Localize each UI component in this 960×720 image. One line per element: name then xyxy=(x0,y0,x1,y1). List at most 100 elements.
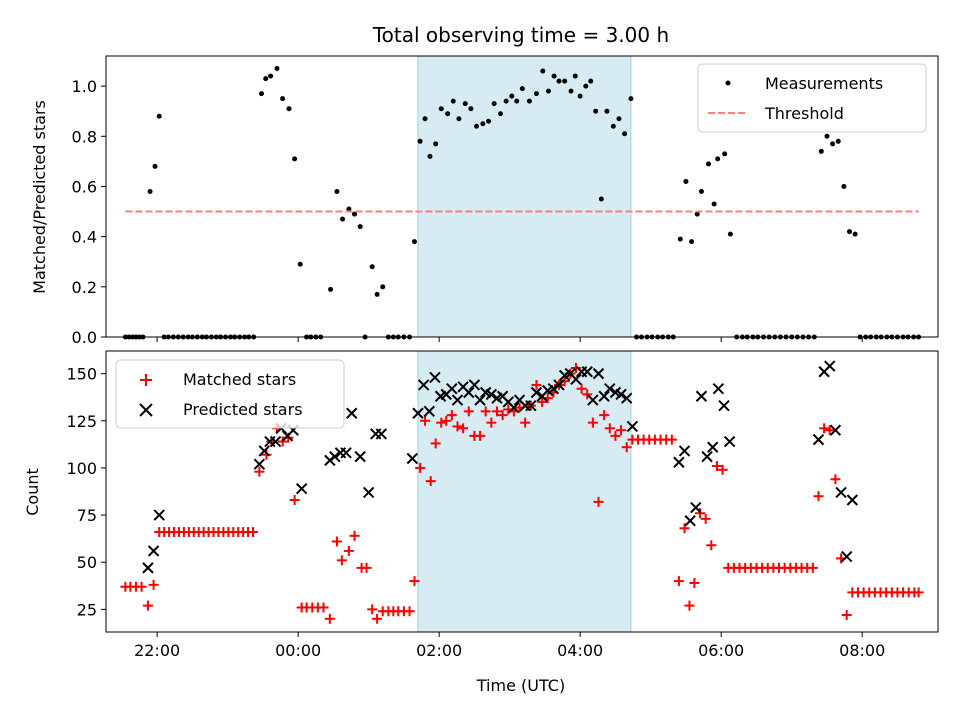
y-tick-label: 125 xyxy=(66,412,97,431)
measurement-point xyxy=(698,188,704,194)
predicted-star-point xyxy=(673,456,685,468)
matched-star-point xyxy=(706,540,717,551)
measurement-point xyxy=(433,141,439,147)
bottom-axes-frame xyxy=(105,350,939,633)
measurement-point xyxy=(545,88,551,94)
measurement-point xyxy=(830,141,836,147)
measurement-point xyxy=(497,111,503,117)
measurement-point xyxy=(572,73,578,79)
predicted-star-point xyxy=(846,494,859,506)
measurement-point xyxy=(438,106,444,112)
predicted-star-point xyxy=(258,445,270,457)
legend-measurements-label: Measurements xyxy=(765,74,883,93)
matched-star-point xyxy=(689,577,700,588)
measurement-point xyxy=(583,83,589,89)
measurement-point xyxy=(622,131,628,137)
matched-star-point xyxy=(486,417,497,428)
x-tick-label: 22:00 xyxy=(134,641,180,660)
x-tick-label: 02:00 xyxy=(416,641,462,660)
matched-star-point xyxy=(475,430,486,441)
measurement-point xyxy=(588,78,594,84)
measurement-point xyxy=(841,183,847,189)
matched-star-point xyxy=(520,417,531,428)
y-tick-label: 1.0 xyxy=(72,77,97,96)
x-tick-label: 06:00 xyxy=(698,641,744,660)
measurement-point xyxy=(380,284,386,290)
predicted-star-point xyxy=(604,383,616,395)
predicted-star-point xyxy=(451,394,464,406)
measurement-point xyxy=(334,188,340,194)
measurement-point xyxy=(491,101,497,107)
matched-star-point xyxy=(261,449,272,460)
measurement-point xyxy=(422,116,428,122)
matched-star-point xyxy=(404,606,415,617)
measurement-point xyxy=(292,156,298,162)
measurement-point xyxy=(824,133,830,139)
top-xticks xyxy=(156,337,863,342)
predicted-star-point xyxy=(485,388,498,401)
matched-star-point xyxy=(679,523,690,534)
legend-predicted-label: Predicted stars xyxy=(183,400,303,419)
predicted-star-point xyxy=(153,509,165,521)
predicted-star-point xyxy=(547,383,560,395)
predicted-star-point xyxy=(707,441,719,453)
measurement-point xyxy=(340,216,346,222)
predicted-star-point xyxy=(723,435,736,448)
matched-star-point xyxy=(343,545,354,556)
panel-bottom: 22:00 00:00 02:00 04:00 06:00 08:00 25 50 75 100… xyxy=(23,350,939,695)
measurement-point xyxy=(568,88,574,94)
measurement-point xyxy=(610,123,616,129)
predicted-star-point xyxy=(840,550,853,563)
predicted-star-point xyxy=(508,401,520,414)
matched-star-point xyxy=(673,576,684,587)
predicted-star-point xyxy=(295,482,308,495)
predicted-star-point xyxy=(592,367,605,380)
legend-matched-marker xyxy=(140,374,152,386)
matched-star-point xyxy=(452,421,463,432)
bottom-predicted-points xyxy=(142,360,859,574)
measurement-point xyxy=(818,148,824,154)
measurement-point xyxy=(705,161,711,167)
bottom-xticks: 22:00 00:00 02:00 04:00 06:00 08:00 xyxy=(134,632,885,660)
predicted-star-point xyxy=(835,486,847,499)
predicted-star-point xyxy=(346,407,358,419)
panel-top: 0.0 0.2 0.4 0.6 0.8 1.0 Matched/Predicted sta… xyxy=(30,55,939,347)
matched-star-point xyxy=(331,536,342,547)
matched-star-point xyxy=(491,406,502,417)
legend-predicted-marker xyxy=(139,403,153,417)
matched-star-point xyxy=(463,406,474,417)
measurement-point xyxy=(297,261,303,267)
matched-star-point xyxy=(289,494,300,505)
top-legend-box xyxy=(697,63,927,133)
matched-star-point xyxy=(604,423,615,434)
matched-star-point xyxy=(148,579,159,590)
measurement-point xyxy=(456,116,462,122)
predicted-star-point xyxy=(417,379,430,391)
matched-star-point xyxy=(582,389,593,400)
predicted-star-point xyxy=(412,407,424,419)
matched-star-point xyxy=(570,362,581,373)
matched-star-point xyxy=(621,442,632,453)
y-tick-label: 50 xyxy=(77,553,97,572)
measurement-point xyxy=(847,229,853,235)
matched-star-point xyxy=(367,604,378,615)
measurement-point xyxy=(519,86,525,92)
predicted-star-point xyxy=(423,405,435,418)
matched-star-point xyxy=(700,513,711,524)
measurement-point xyxy=(352,211,358,217)
matched-star-point xyxy=(819,423,830,434)
top-ylabel: Matched/Predicted stars xyxy=(30,100,49,294)
matched-star-point xyxy=(576,383,587,394)
matched-star-point xyxy=(480,406,491,417)
predicted-star-point xyxy=(362,486,375,499)
x-tick-label: 04:00 xyxy=(557,641,603,660)
bottom-legend: Matched stars Predicted stars xyxy=(115,359,345,429)
predicted-star-point xyxy=(718,399,730,412)
matched-star-point xyxy=(324,613,335,624)
matched-star-point xyxy=(142,600,153,611)
measurement-point xyxy=(480,121,486,127)
bottom-xlabel: Time (UTC) xyxy=(476,676,565,695)
y-tick-label: 0.0 xyxy=(72,328,97,347)
legend-measurements-marker xyxy=(725,80,731,86)
